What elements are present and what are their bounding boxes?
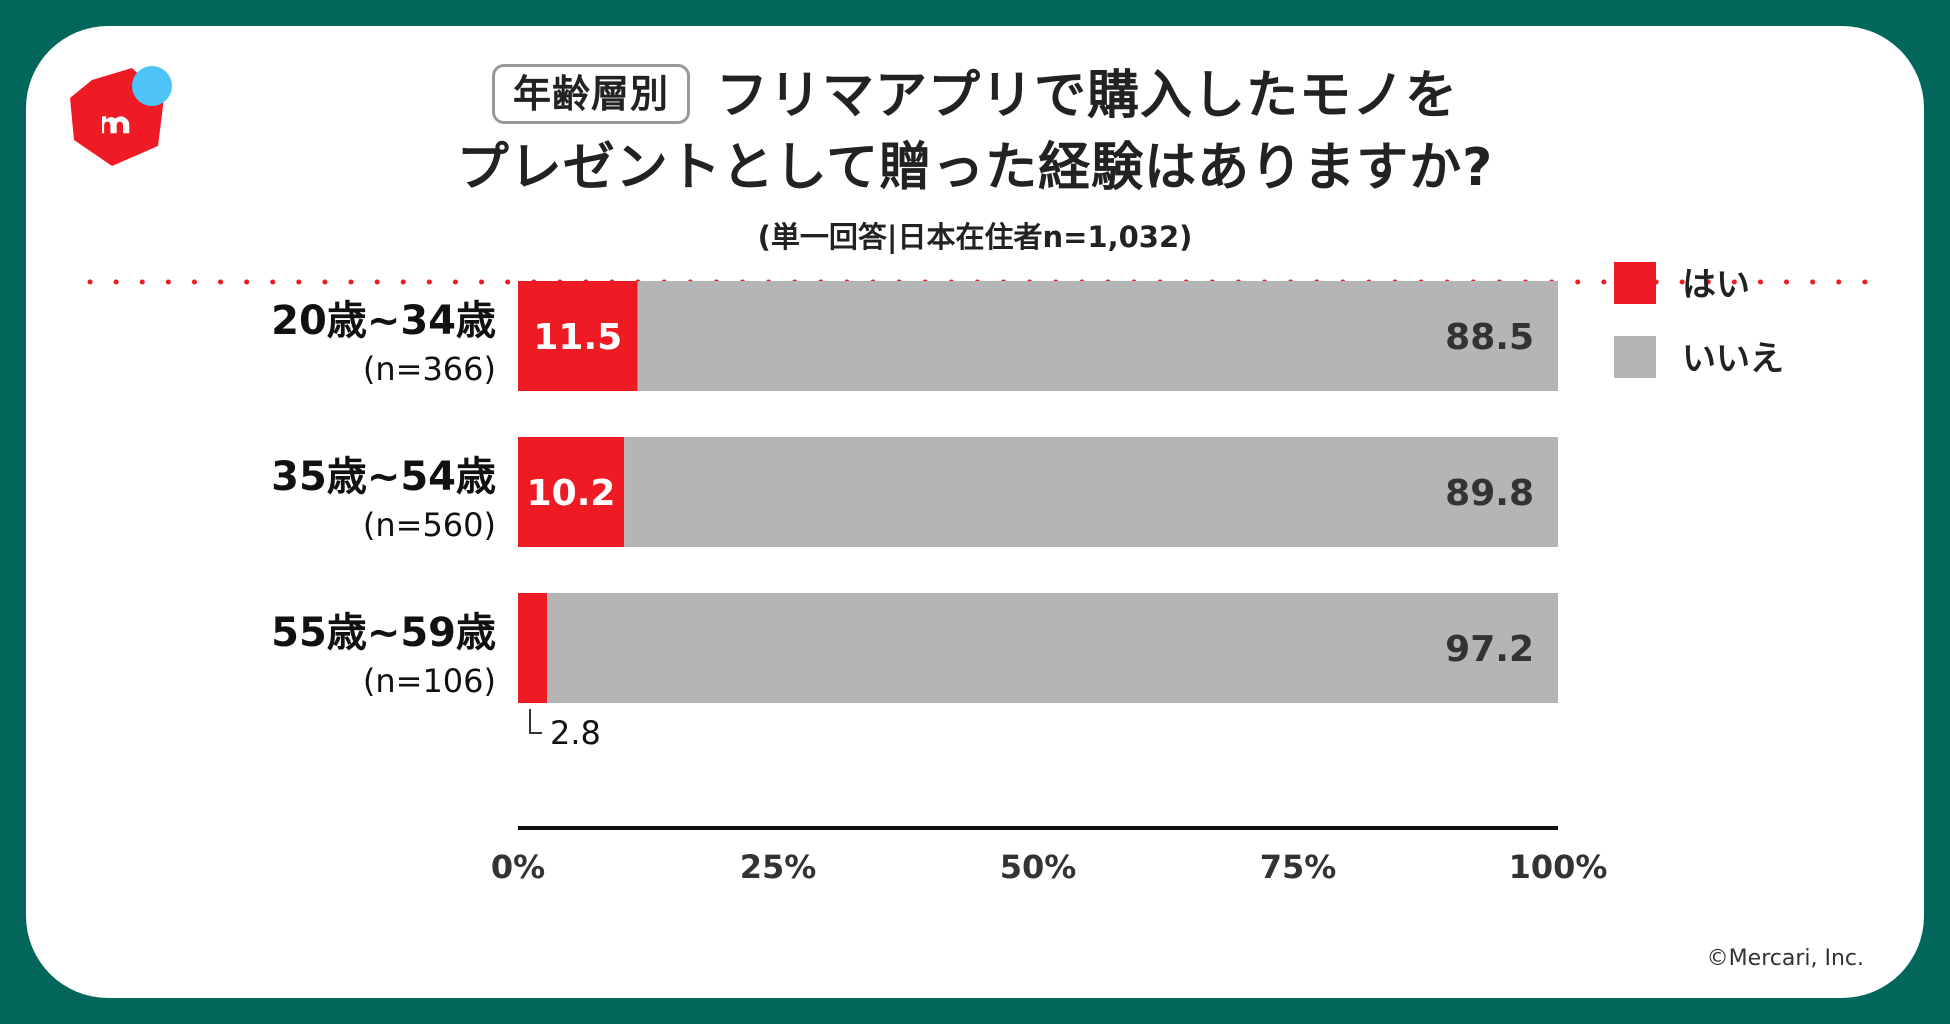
chart-title: 年齢層別 フリマアプリで購入したモノを プレゼントとして贈った経験はありますか? [26, 60, 1924, 204]
legend-label: はい [1682, 265, 1750, 305]
x-tick-label: 75% [1260, 848, 1337, 886]
bar-no [624, 437, 1558, 547]
title-text-1: フリマアプリで購入したモノを [716, 66, 1459, 126]
sample-size-label: (n=106) [363, 662, 496, 700]
x-tick-label: 25% [740, 848, 817, 886]
data-label-yes: 11.5 [533, 317, 622, 358]
legend-swatch [1614, 262, 1656, 304]
bar-no [637, 281, 1558, 391]
category-label: 35歳~54歳 [271, 454, 496, 500]
bar-no [547, 593, 1558, 703]
bar-yes [518, 281, 638, 391]
sample-size-label: (n=560) [363, 506, 496, 544]
data-label-no: 88.5 [1445, 317, 1534, 358]
age-group-tag: 年齢層別 [491, 64, 690, 124]
data-label-yes: 10.2 [527, 473, 616, 514]
x-tick-label: 100% [1509, 848, 1608, 886]
x-tick-label: 50% [1000, 848, 1077, 886]
copyright-text: ©Mercari, Inc. [1706, 946, 1864, 971]
data-label-no: 89.8 [1445, 473, 1534, 514]
data-label-yes: 2.8 [550, 714, 601, 752]
chart-subtitle: (単一回答|日本在住者n=1,032) [757, 220, 1193, 254]
callout-line [529, 709, 542, 734]
category-label: 20歳~34歳 [271, 298, 496, 344]
legend-label: いいえ [1682, 339, 1784, 379]
title-line-1: 年齢層別 フリマアプリで購入したモノを [26, 60, 1924, 132]
x-tick-label: 0% [491, 848, 545, 886]
title-line-2: プレゼントとして贈った経験はありますか? [456, 138, 1494, 198]
bar-yes [518, 437, 625, 547]
bar-yes [518, 593, 548, 703]
legend-swatch [1614, 336, 1656, 378]
stacked-bar-chart: 20歳~34歳 (n=366) 11.5 88.5 35歳~54歳 (n=560) 10.2… [271, 262, 1784, 886]
chart-card: 年齢層別 フリマアプリで購入したモノを プレゼントとして贈った経験はありますか? … [26, 26, 1924, 998]
mercari-logo-icon [70, 66, 172, 166]
sample-size-label: (n=366) [363, 350, 496, 388]
data-label-no: 97.2 [1445, 629, 1534, 670]
category-label: 55歳~59歳 [271, 610, 496, 656]
